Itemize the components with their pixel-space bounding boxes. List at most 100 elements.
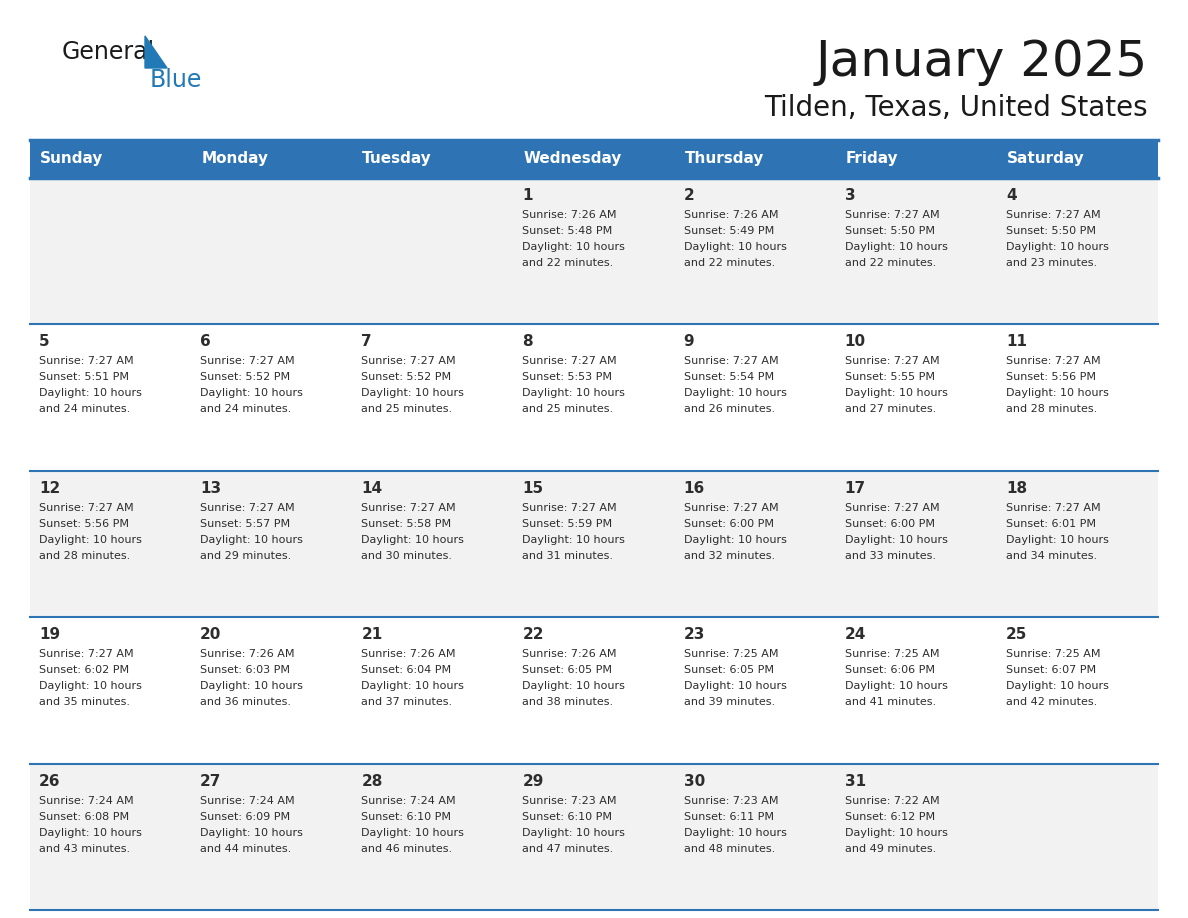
Text: 20: 20	[200, 627, 221, 643]
Text: Sunset: 6:10 PM: Sunset: 6:10 PM	[523, 812, 613, 822]
Text: Daylight: 10 hours: Daylight: 10 hours	[200, 681, 303, 691]
Text: 25: 25	[1006, 627, 1028, 643]
Text: Sunset: 5:57 PM: Sunset: 5:57 PM	[200, 519, 290, 529]
Text: and 41 minutes.: and 41 minutes.	[845, 697, 936, 707]
Text: 7: 7	[361, 334, 372, 350]
Bar	[30, 471, 1158, 617]
Text: Sunrise: 7:27 AM: Sunrise: 7:27 AM	[39, 649, 133, 659]
Text: Sunset: 5:49 PM: Sunset: 5:49 PM	[683, 226, 773, 236]
Bar	[191, 140, 353, 178]
Text: Daylight: 10 hours: Daylight: 10 hours	[200, 388, 303, 398]
Text: and 47 minutes.: and 47 minutes.	[523, 844, 614, 854]
Text: Sunset: 5:52 PM: Sunset: 5:52 PM	[200, 373, 290, 383]
Text: and 22 minutes.: and 22 minutes.	[683, 258, 775, 268]
Bar	[30, 764, 1158, 910]
Text: Daylight: 10 hours: Daylight: 10 hours	[361, 535, 465, 544]
Text: Daylight: 10 hours: Daylight: 10 hours	[523, 681, 625, 691]
Bar	[835, 140, 997, 178]
Text: Daylight: 10 hours: Daylight: 10 hours	[1006, 535, 1108, 544]
Text: Tuesday: Tuesday	[362, 151, 432, 166]
Text: and 39 minutes.: and 39 minutes.	[683, 697, 775, 707]
Text: 2: 2	[683, 188, 694, 203]
Text: Sunday: Sunday	[40, 151, 103, 166]
Text: Sunset: 5:55 PM: Sunset: 5:55 PM	[845, 373, 935, 383]
Text: Daylight: 10 hours: Daylight: 10 hours	[361, 388, 465, 398]
Text: Daylight: 10 hours: Daylight: 10 hours	[200, 535, 303, 544]
Text: Thursday: Thursday	[684, 151, 764, 166]
Text: 29: 29	[523, 774, 544, 789]
Text: Sunset: 5:58 PM: Sunset: 5:58 PM	[361, 519, 451, 529]
Text: and 44 minutes.: and 44 minutes.	[200, 844, 291, 854]
Text: 28: 28	[361, 774, 383, 789]
Text: Sunrise: 7:27 AM: Sunrise: 7:27 AM	[361, 356, 456, 366]
Text: 18: 18	[1006, 481, 1026, 496]
Text: and 49 minutes.: and 49 minutes.	[845, 844, 936, 854]
Text: Friday: Friday	[846, 151, 898, 166]
Text: Daylight: 10 hours: Daylight: 10 hours	[1006, 388, 1108, 398]
Text: 24: 24	[845, 627, 866, 643]
Text: 26: 26	[39, 774, 61, 789]
Text: Sunrise: 7:26 AM: Sunrise: 7:26 AM	[683, 210, 778, 220]
Text: Daylight: 10 hours: Daylight: 10 hours	[523, 388, 625, 398]
Text: Sunset: 6:01 PM: Sunset: 6:01 PM	[1006, 519, 1095, 529]
Bar	[997, 140, 1158, 178]
Text: Daylight: 10 hours: Daylight: 10 hours	[845, 388, 948, 398]
Text: Sunset: 5:48 PM: Sunset: 5:48 PM	[523, 226, 613, 236]
Text: Daylight: 10 hours: Daylight: 10 hours	[39, 681, 141, 691]
Text: Saturday: Saturday	[1007, 151, 1085, 166]
Text: Daylight: 10 hours: Daylight: 10 hours	[683, 388, 786, 398]
Text: and 30 minutes.: and 30 minutes.	[361, 551, 453, 561]
Text: and 25 minutes.: and 25 minutes.	[523, 405, 613, 414]
Text: and 24 minutes.: and 24 minutes.	[200, 405, 291, 414]
Text: Sunrise: 7:25 AM: Sunrise: 7:25 AM	[683, 649, 778, 659]
Bar	[30, 324, 1158, 471]
Text: Daylight: 10 hours: Daylight: 10 hours	[39, 828, 141, 837]
Text: Sunrise: 7:22 AM: Sunrise: 7:22 AM	[845, 796, 940, 806]
Text: 9: 9	[683, 334, 694, 350]
Text: Daylight: 10 hours: Daylight: 10 hours	[39, 388, 141, 398]
Text: Monday: Monday	[201, 151, 268, 166]
Text: and 26 minutes.: and 26 minutes.	[683, 405, 775, 414]
Text: and 29 minutes.: and 29 minutes.	[200, 551, 291, 561]
Text: Sunrise: 7:27 AM: Sunrise: 7:27 AM	[1006, 503, 1100, 513]
Text: Sunset: 5:52 PM: Sunset: 5:52 PM	[361, 373, 451, 383]
Text: Daylight: 10 hours: Daylight: 10 hours	[523, 535, 625, 544]
Text: and 42 minutes.: and 42 minutes.	[1006, 697, 1097, 707]
Text: Daylight: 10 hours: Daylight: 10 hours	[845, 242, 948, 252]
Text: Sunset: 6:11 PM: Sunset: 6:11 PM	[683, 812, 773, 822]
Text: and 27 minutes.: and 27 minutes.	[845, 405, 936, 414]
Text: 30: 30	[683, 774, 704, 789]
Text: Sunrise: 7:25 AM: Sunrise: 7:25 AM	[845, 649, 940, 659]
Text: 16: 16	[683, 481, 704, 496]
Text: Sunrise: 7:27 AM: Sunrise: 7:27 AM	[523, 503, 617, 513]
Text: 21: 21	[361, 627, 383, 643]
Text: 31: 31	[845, 774, 866, 789]
Text: and 43 minutes.: and 43 minutes.	[39, 844, 131, 854]
Text: Sunset: 6:12 PM: Sunset: 6:12 PM	[845, 812, 935, 822]
Text: Sunrise: 7:27 AM: Sunrise: 7:27 AM	[200, 356, 295, 366]
Text: 17: 17	[845, 481, 866, 496]
Text: Sunrise: 7:27 AM: Sunrise: 7:27 AM	[361, 503, 456, 513]
Text: Blue: Blue	[150, 68, 202, 92]
Bar	[30, 140, 191, 178]
Text: 8: 8	[523, 334, 533, 350]
Text: Sunrise: 7:27 AM: Sunrise: 7:27 AM	[39, 503, 133, 513]
Text: Wednesday: Wednesday	[524, 151, 621, 166]
Text: Sunrise: 7:23 AM: Sunrise: 7:23 AM	[683, 796, 778, 806]
Text: 6: 6	[200, 334, 211, 350]
Text: Sunset: 6:00 PM: Sunset: 6:00 PM	[845, 519, 935, 529]
Text: Sunrise: 7:24 AM: Sunrise: 7:24 AM	[200, 796, 295, 806]
Text: Daylight: 10 hours: Daylight: 10 hours	[683, 681, 786, 691]
Text: Daylight: 10 hours: Daylight: 10 hours	[845, 828, 948, 837]
Text: Sunset: 5:56 PM: Sunset: 5:56 PM	[39, 519, 129, 529]
Text: and 38 minutes.: and 38 minutes.	[523, 697, 613, 707]
Text: Sunrise: 7:25 AM: Sunrise: 7:25 AM	[1006, 649, 1100, 659]
Text: 11: 11	[1006, 334, 1026, 350]
Text: Daylight: 10 hours: Daylight: 10 hours	[361, 828, 465, 837]
Text: Sunset: 5:50 PM: Sunset: 5:50 PM	[1006, 226, 1095, 236]
Text: Sunset: 6:05 PM: Sunset: 6:05 PM	[523, 666, 613, 676]
Text: 1: 1	[523, 188, 533, 203]
Text: Daylight: 10 hours: Daylight: 10 hours	[683, 828, 786, 837]
Text: Sunrise: 7:27 AM: Sunrise: 7:27 AM	[1006, 356, 1100, 366]
Text: Tilden, Texas, United States: Tilden, Texas, United States	[764, 94, 1148, 122]
